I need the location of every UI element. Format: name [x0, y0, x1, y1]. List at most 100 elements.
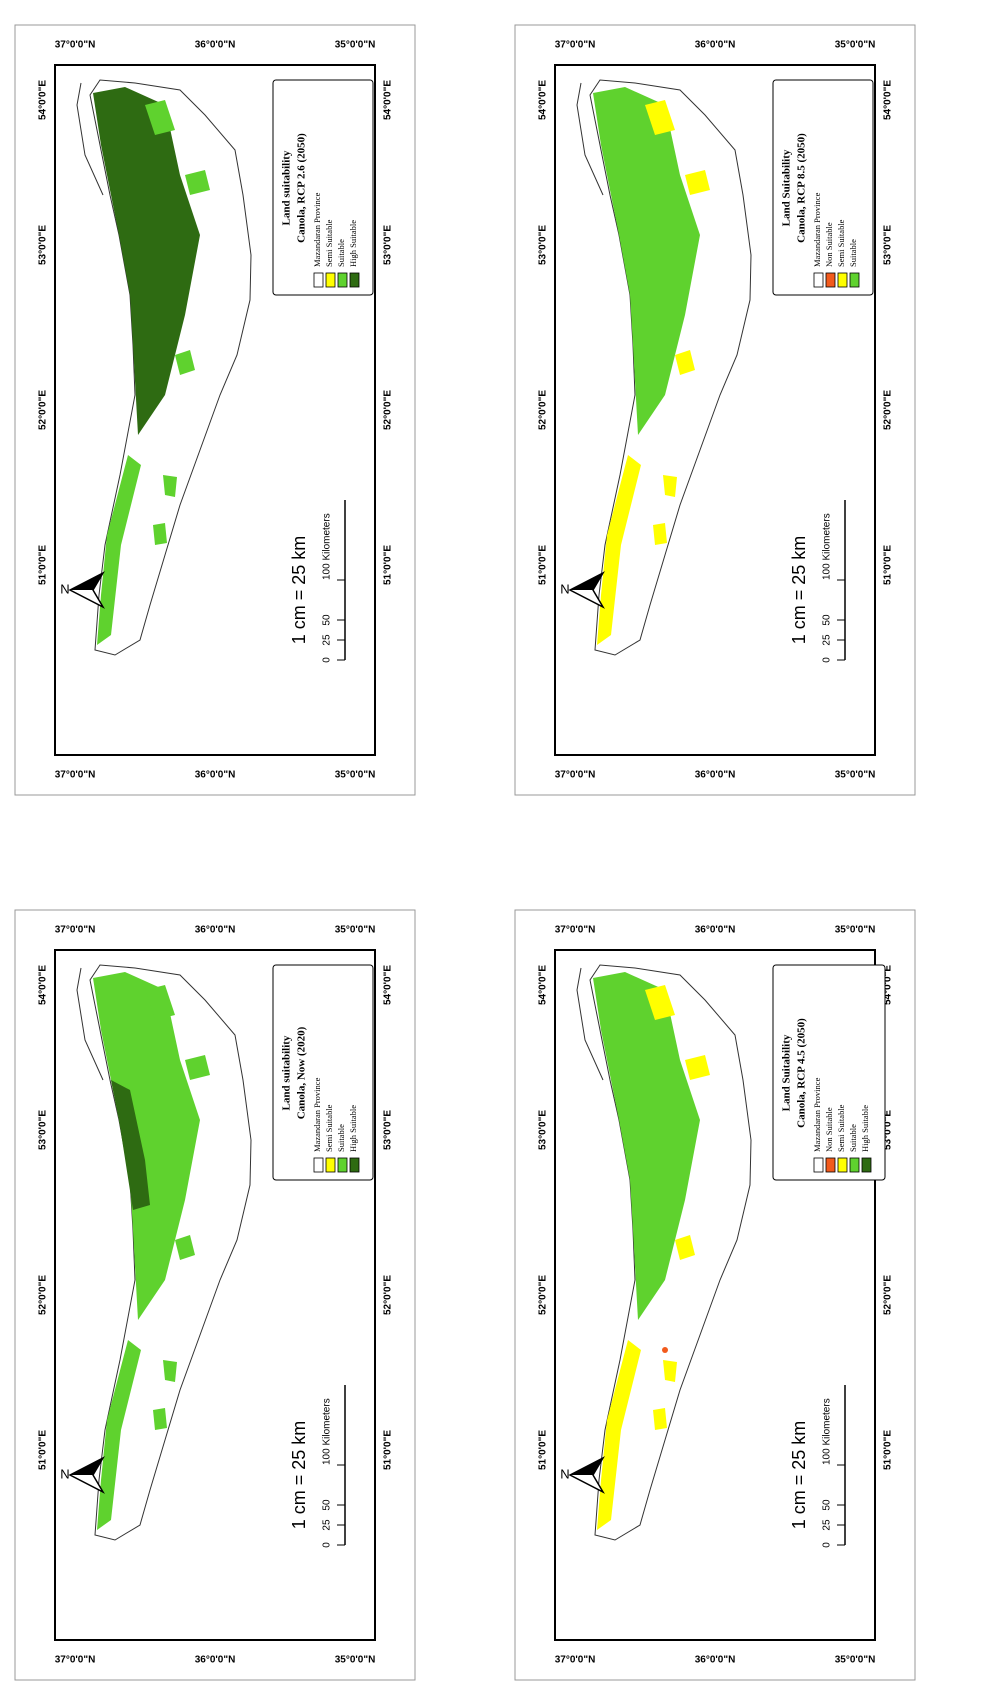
legend-title: Land Suitability: [781, 149, 793, 226]
legend-label: Mazandaran Province: [312, 1077, 322, 1152]
longitude-label: 53°0'0"E: [383, 225, 394, 265]
longitude-label: 54°0'0"E: [38, 80, 49, 120]
panel-frame: [514, 24, 916, 796]
longitude-label: 53°0'0"E: [38, 1110, 49, 1150]
peninsula: [576, 967, 604, 1081]
longitude-label: 52°0'0"E: [38, 390, 49, 430]
scale-label: 25: [822, 634, 833, 646]
latitude-label: 35°0'0"N: [835, 770, 876, 781]
latitude-label: 36°0'0"N: [195, 40, 236, 51]
suitability-zone: [97, 1340, 141, 1530]
longitude-label: 54°0'0"E: [883, 80, 894, 120]
scale-label: 100 Kilometers: [322, 513, 333, 580]
suitability-spot: [675, 1235, 695, 1260]
longitude-label: 53°0'0"E: [883, 225, 894, 265]
map-panel: 51°0'0"E 51°0'0"E 52°0'0"E 52°0'0"E 53°0'0"E…: [514, 909, 916, 1681]
suitability-spot: [653, 523, 667, 545]
panel-frame: [514, 909, 916, 1681]
latitude-label: 37°0'0"N: [555, 1655, 596, 1666]
scale-text: 1 cm = 25 km: [289, 1421, 309, 1530]
scale-label: 25: [322, 634, 333, 646]
legend-label: Suitable: [336, 239, 346, 267]
suitability-zone: [597, 1340, 641, 1530]
latitude-label: 35°0'0"N: [335, 1655, 376, 1666]
latitude-label: 37°0'0"N: [555, 925, 596, 936]
legend-label: Non Suitable: [824, 222, 834, 267]
longitude-label: 51°0'0"E: [383, 545, 394, 585]
legend-label: Semi Suitable: [324, 1104, 334, 1152]
suitability-spot: [185, 170, 210, 195]
suitability-spot: [175, 350, 195, 375]
suitability-spot: [663, 475, 677, 497]
legend-box: [272, 79, 374, 296]
legend-swatch: [337, 272, 348, 288]
legend-subtitle: Canola, RCP 2.6 (2050): [296, 133, 308, 243]
latitude-label: 35°0'0"N: [335, 925, 376, 936]
longitude-label: 52°0'0"E: [883, 1275, 894, 1315]
suitability-zone: [97, 455, 141, 645]
legend-label: Suitable: [336, 1124, 346, 1152]
legend-swatch: [825, 272, 836, 288]
scale-label: 50: [822, 1499, 833, 1511]
latitude-label: 37°0'0"N: [55, 770, 96, 781]
scale-label: 100 Kilometers: [822, 513, 833, 580]
longitude-label: 53°0'0"E: [383, 1110, 394, 1150]
latitude-label: 37°0'0"N: [555, 40, 596, 51]
scale-label: 0: [822, 657, 833, 663]
peninsula: [76, 82, 104, 196]
suitability-zone: [593, 972, 700, 1320]
scale-label: 100 Kilometers: [322, 1398, 333, 1465]
scale-label: 100 Kilometers: [822, 1398, 833, 1465]
legend-swatch: [813, 1157, 824, 1173]
legend-swatch: [825, 1157, 836, 1173]
latitude-label: 37°0'0"N: [555, 770, 596, 781]
latitude-label: 35°0'0"N: [835, 40, 876, 51]
latitude-label: 37°0'0"N: [55, 1655, 96, 1666]
suitability-spot: [163, 1360, 177, 1382]
suitability-spot: [153, 1408, 167, 1430]
latitude-label: 36°0'0"N: [195, 925, 236, 936]
longitude-label: 54°0'0"E: [538, 80, 549, 120]
suitability-zone: [111, 1080, 150, 1210]
legend-box: [772, 964, 886, 1181]
legend-swatch: [837, 272, 848, 288]
legend-title: Land Suitability: [781, 1034, 793, 1111]
legend-swatch: [337, 1157, 348, 1173]
scale-label: 0: [322, 657, 333, 663]
north-arrow: [70, 573, 103, 590]
legend-label: Mazandaran Province: [812, 192, 822, 267]
scale-label: 50: [322, 614, 333, 626]
latitude-label: 36°0'0"N: [695, 925, 736, 936]
longitude-label: 51°0'0"E: [538, 1430, 549, 1470]
legend-label: Semi Suitable: [836, 1104, 846, 1152]
suitability-spot: [662, 1347, 668, 1353]
suitability-spot: [663, 1360, 677, 1382]
panel-frame: [14, 909, 416, 1681]
longitude-label: 52°0'0"E: [383, 1275, 394, 1315]
longitude-label: 52°0'0"E: [538, 390, 549, 430]
legend-subtitle: Canola, Now (2020): [296, 1026, 308, 1119]
legend-label: Suitable: [848, 1124, 858, 1152]
suitability-spot: [685, 1055, 710, 1080]
legend-label: High Suitable: [860, 1105, 870, 1152]
longitude-label: 53°0'0"E: [538, 1110, 549, 1150]
longitude-label: 54°0'0"E: [38, 965, 49, 1005]
legend-swatch: [349, 1157, 360, 1173]
suitability-spot: [675, 350, 695, 375]
legend-label: High Suitable: [348, 1105, 358, 1152]
latitude-label: 37°0'0"N: [55, 925, 96, 936]
legend-swatch: [861, 1157, 872, 1173]
scale-text: 1 cm = 25 km: [289, 536, 309, 645]
suitability-spot: [645, 100, 675, 135]
longitude-label: 54°0'0"E: [538, 965, 549, 1005]
suitability-spot: [145, 100, 175, 135]
suitability-zone: [93, 972, 200, 1320]
longitude-label: 51°0'0"E: [38, 545, 49, 585]
suitability-zone: [597, 455, 641, 645]
scale-text: 1 cm = 25 km: [789, 1421, 809, 1530]
peninsula: [76, 967, 104, 1081]
latitude-label: 35°0'0"N: [835, 1655, 876, 1666]
legend-swatch: [849, 1157, 860, 1173]
longitude-label: 53°0'0"E: [883, 1110, 894, 1150]
